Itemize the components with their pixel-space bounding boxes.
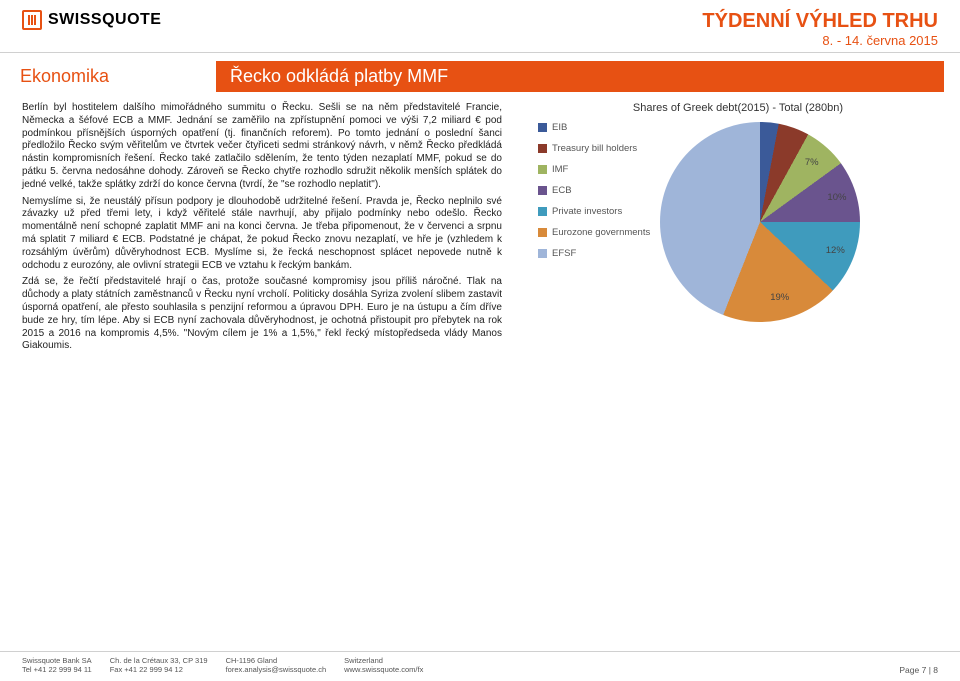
- legend-swatch-icon: [538, 144, 547, 153]
- report-date: 8. - 14. června 2015: [702, 33, 938, 48]
- brand-name: SWISSQUOTE: [48, 11, 161, 29]
- article-paragraph: Zdá se, že řečtí představitelé hrají o č…: [22, 276, 502, 353]
- swissquote-icon: [22, 10, 42, 30]
- article-paragraph: Nemyslíme si, že neustálý přísun podpory…: [22, 196, 502, 273]
- footer-line: CH-1196 Gland: [226, 656, 327, 666]
- legend-label: Private investors: [552, 206, 622, 217]
- article-paragraph: Berlín byl hostitelem dalšího mimořádnéh…: [22, 102, 502, 192]
- legend-label: Treasury bill holders: [552, 143, 637, 154]
- footer-col: Ch. de la Crétaux 33, CP 319 Fax +41 22 …: [110, 656, 208, 676]
- footer-line: forex.analysis@swissquote.ch: [226, 665, 327, 675]
- brand-logo: SWISSQUOTE: [22, 10, 161, 30]
- footer-columns: Swissquote Bank SA Tel +41 22 999 94 11 …: [22, 656, 423, 676]
- footer-line: Swissquote Bank SA: [22, 656, 92, 666]
- pie-slice-label: 7%: [804, 157, 820, 168]
- legend-label: EFSF: [552, 248, 576, 259]
- section-label: Ekonomika: [16, 61, 216, 92]
- chart-legend: EIB Treasury bill holders IMF ECB Private in…: [538, 122, 650, 322]
- pie-chart: [660, 122, 860, 322]
- footer-line: www.swissquote.com/fx: [344, 665, 423, 675]
- pie-slice-label: 12%: [825, 245, 846, 256]
- footer-line: Fax +41 22 999 94 12: [110, 665, 208, 675]
- report-title-block: TÝDENNÍ VÝHLED TRHU 8. - 14. června 2015: [702, 10, 938, 48]
- page-header: SWISSQUOTE TÝDENNÍ VÝHLED TRHU 8. - 14. …: [0, 0, 960, 53]
- legend-swatch-icon: [538, 186, 547, 195]
- legend-item: EFSF: [538, 248, 650, 259]
- legend-swatch-icon: [538, 249, 547, 258]
- legend-label: EIB: [552, 122, 567, 133]
- footer-col: CH-1196 Gland forex.analysis@swissquote.…: [226, 656, 327, 676]
- page-number: Page 7 | 8: [899, 665, 938, 675]
- page-footer: Swissquote Bank SA Tel +41 22 999 94 11 …: [0, 651, 960, 676]
- legend-swatch-icon: [538, 123, 547, 132]
- chart-title: Shares of Greek debt(2015) - Total (280b…: [538, 102, 938, 114]
- legend-item: Eurozone governments: [538, 227, 650, 238]
- legend-item: ECB: [538, 185, 650, 196]
- section-bar: Ekonomika Řecko odkládá platby MMF: [16, 61, 944, 92]
- footer-line: Ch. de la Crétaux 33, CP 319: [110, 656, 208, 666]
- pie-slice-label: 10%: [826, 192, 847, 203]
- footer-line: Switzerland: [344, 656, 423, 666]
- chart-container: Shares of Greek debt(2015) - Total (280b…: [538, 102, 938, 357]
- legend-swatch-icon: [538, 165, 547, 174]
- report-title: TÝDENNÍ VÝHLED TRHU: [702, 10, 938, 33]
- footer-line: Tel +41 22 999 94 11: [22, 665, 92, 675]
- legend-item: Treasury bill holders: [538, 143, 650, 154]
- legend-swatch-icon: [538, 207, 547, 216]
- footer-col: Switzerland www.swissquote.com/fx: [344, 656, 423, 676]
- legend-label: ECB: [552, 185, 572, 196]
- legend-item: Private investors: [538, 206, 650, 217]
- section-headline: Řecko odkládá platby MMF: [216, 61, 944, 92]
- legend-label: Eurozone governments: [552, 227, 650, 238]
- article-body: Berlín byl hostitelem dalšího mimořádnéh…: [22, 102, 502, 357]
- legend-item: EIB: [538, 122, 650, 133]
- pie-slice-label: 19%: [769, 292, 790, 303]
- chart-body: EIB Treasury bill holders IMF ECB Private in…: [538, 122, 938, 322]
- pie-wrap: 7% 10% 12% 19%: [660, 122, 860, 322]
- content-row: Berlín byl hostitelem dalšího mimořádnéh…: [0, 92, 960, 357]
- legend-item: IMF: [538, 164, 650, 175]
- legend-swatch-icon: [538, 228, 547, 237]
- legend-label: IMF: [552, 164, 568, 175]
- footer-col: Swissquote Bank SA Tel +41 22 999 94 11: [22, 656, 92, 676]
